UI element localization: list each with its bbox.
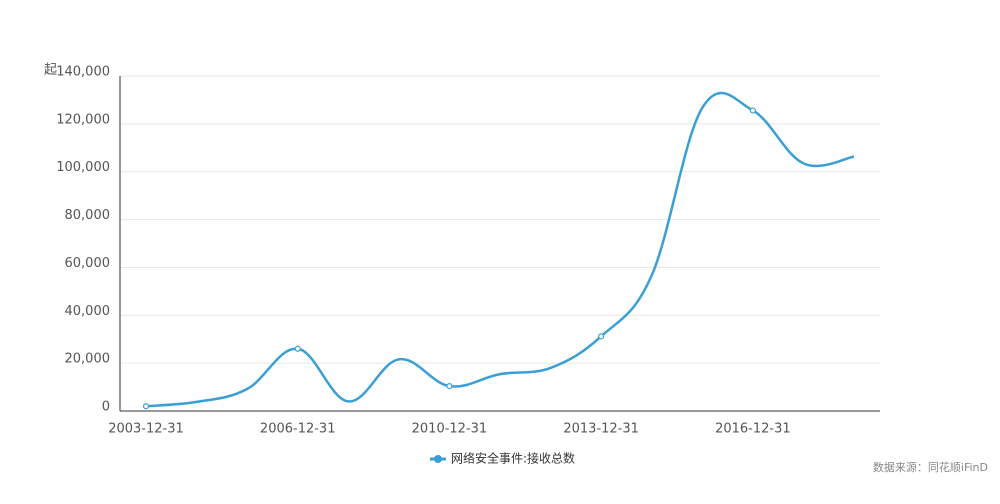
point xyxy=(446,383,453,390)
legend-marker xyxy=(434,455,442,463)
x-tick-label: 2013-12-31 xyxy=(563,422,639,437)
y-tick-label: 0 xyxy=(102,400,110,415)
point xyxy=(598,333,605,340)
point xyxy=(749,107,756,114)
point xyxy=(142,403,150,410)
y-unit: 起 xyxy=(44,63,57,78)
y-tick-label: 120,000 xyxy=(56,112,110,127)
x-tick-label: 2010-12-31 xyxy=(412,422,488,437)
line xyxy=(145,91,855,408)
source: 数据来源：同花顺iFinD xyxy=(873,460,988,474)
y-tick-label: 140,000 xyxy=(56,65,110,80)
y-tick-label: 100,000 xyxy=(56,160,110,175)
x-tick-label: 2006-12-31 xyxy=(260,422,336,437)
x-tick-label: 2003-12-31 xyxy=(108,422,184,437)
y-tick-label: 20,000 xyxy=(65,352,111,367)
x-tick-label: 2016-12-31 xyxy=(715,422,791,437)
legend-label: 网络安全事件:接收总数 xyxy=(451,451,575,466)
y-tick-label: 60,000 xyxy=(65,256,111,271)
y-tick-label: 80,000 xyxy=(65,208,111,223)
y-tick-label: 40,000 xyxy=(65,304,111,319)
point xyxy=(294,345,301,352)
